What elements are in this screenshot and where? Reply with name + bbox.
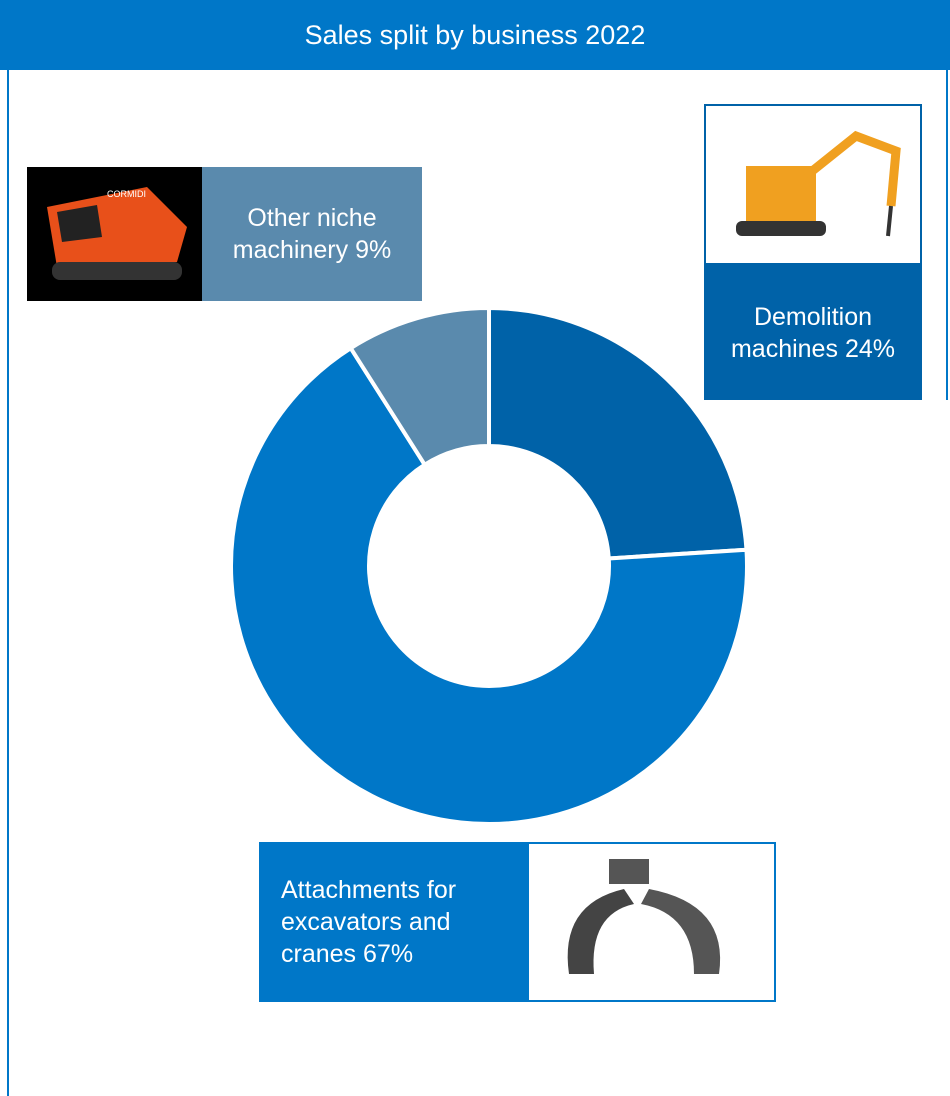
attachment-illustration <box>567 859 721 974</box>
machine-illustration: CORMIDI <box>47 187 187 280</box>
segment-label: Attachments for excavators and cranes 67% <box>259 842 527 1002</box>
frame-line <box>7 70 9 1096</box>
donut-segment <box>229 345 749 826</box>
donut-segment <box>347 305 491 468</box>
product-image: CORMIDI <box>27 167 202 301</box>
svg-text:CORMIDI: CORMIDI <box>107 189 146 199</box>
chart-title: Sales split by business 2022 <box>0 0 950 70</box>
label-text: Attachments for excavators and cranes 67% <box>281 874 497 970</box>
donut-segment <box>487 305 749 561</box>
value-label: 24% <box>844 334 896 363</box>
value-label: 9% <box>355 236 392 264</box>
label-text: Other niche machinery 9% <box>226 202 398 266</box>
frame-line <box>946 70 948 400</box>
product-image <box>704 104 922 265</box>
machine-illustration <box>736 130 901 237</box>
segment-label: Demolition machines 24% <box>704 265 922 400</box>
category-label: Other niche machinery <box>232 204 377 264</box>
segment-label: Other niche machinery 9% <box>202 167 422 301</box>
product-image <box>527 842 776 1002</box>
category-label: Attachments for excavators and cranes <box>281 876 457 968</box>
category-label: Demolition machines <box>730 302 873 363</box>
label-text: Demolition machines 24% <box>724 301 902 365</box>
value-label: 67% <box>363 940 414 968</box>
